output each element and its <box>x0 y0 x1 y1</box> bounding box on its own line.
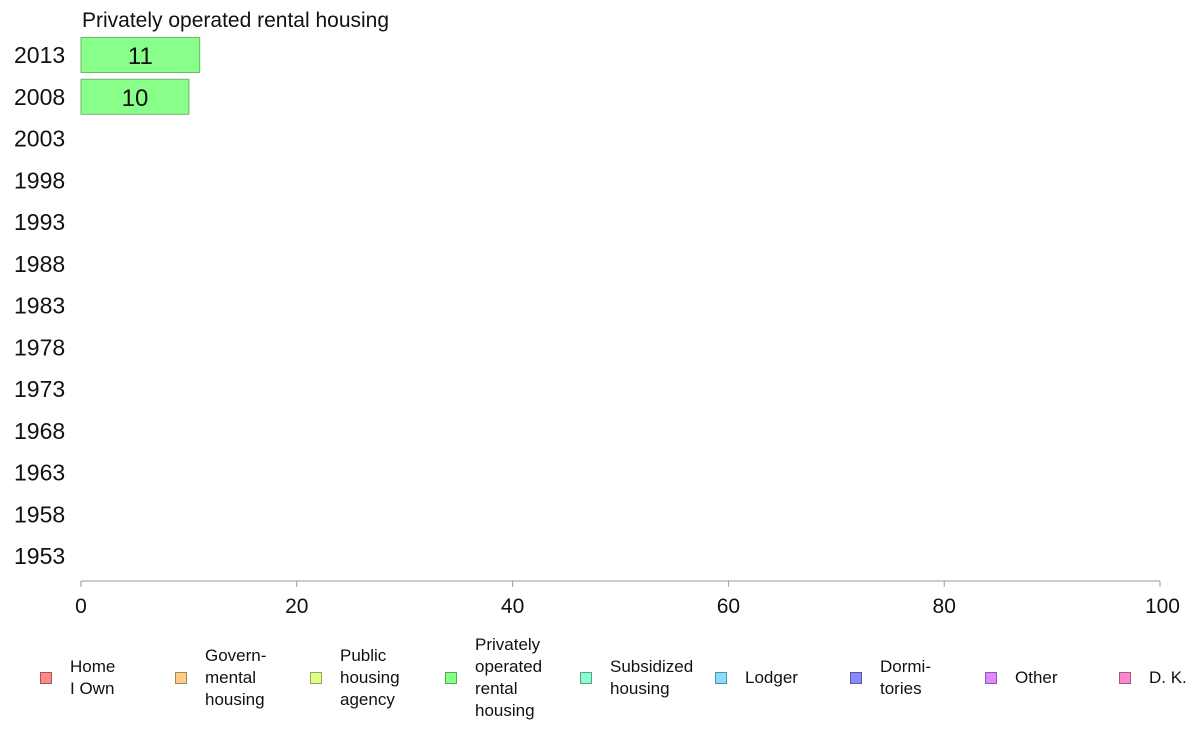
y-tick-label: 1958 <box>14 501 65 527</box>
y-tick-label: 1973 <box>14 376 65 402</box>
legend-item: D. K. <box>1119 628 1187 728</box>
x-tick-label: 0 <box>75 595 87 618</box>
bar-chart: Privately operated rental housing 201320… <box>14 9 1180 618</box>
legend-item: Lodger <box>715 628 798 728</box>
legend-swatch <box>985 672 997 684</box>
x-tick-label: 80 <box>933 595 956 618</box>
bar-value-label: 11 <box>128 43 153 70</box>
y-tick-label: 1983 <box>14 293 65 319</box>
legend-label: Other <box>1015 668 1058 687</box>
chart-title: Privately operated rental housing <box>82 9 389 32</box>
y-tick-label: 1993 <box>14 209 65 235</box>
legend-item: Govern- mental housing <box>175 628 266 728</box>
legend-item: Public housing agency <box>310 628 400 728</box>
legend-label: Govern- mental housing <box>205 646 267 709</box>
x-axis: 0 20 40 60 80 100 <box>75 580 1180 618</box>
legend-label: Subsidized housing <box>610 657 694 698</box>
x-tick-label: 60 <box>717 595 740 618</box>
legend-item: Privately operated rental housing <box>445 628 542 728</box>
y-tick-label: 2013 <box>14 42 65 68</box>
legend-item: Other <box>985 628 1058 728</box>
y-tick-label: 1978 <box>14 334 65 360</box>
legend-swatch <box>580 672 592 684</box>
legend-swatch <box>715 672 727 684</box>
legend-swatch <box>40 672 52 684</box>
x-tick-label: 40 <box>501 595 524 618</box>
y-tick-label: 1968 <box>14 418 65 444</box>
y-tick-label: 1998 <box>14 167 65 193</box>
x-tick-label: 20 <box>285 595 308 618</box>
bar <box>80 37 201 73</box>
legend-swatch <box>175 672 187 684</box>
legend-swatch <box>445 672 457 684</box>
legend-item: Home I Own <box>40 628 115 728</box>
legend-label: Lodger <box>745 668 798 687</box>
legend-label: Home I Own <box>70 657 116 698</box>
x-tick-label: 100 <box>1145 595 1180 618</box>
bar <box>80 78 190 115</box>
legend-label: Privately operated rental housing <box>475 635 543 720</box>
legend-item: Dormi- tories <box>850 628 931 728</box>
legend-item: Subsidized housing <box>580 628 693 728</box>
y-tick-label: 2008 <box>14 84 65 110</box>
y-tick-label: 2003 <box>14 126 65 152</box>
legend-swatch <box>850 672 862 684</box>
y-axis: 2013 2008 2003 1998 1993 1988 1983 1978 1973 1968… <box>14 42 65 569</box>
bar-value-label: 10 <box>122 85 149 112</box>
legend-label: D. K. <box>1149 668 1187 687</box>
legend-swatch <box>310 672 322 684</box>
y-tick-label: 1963 <box>14 460 65 486</box>
y-tick-label: 1988 <box>14 251 65 277</box>
legend-swatch <box>1119 672 1131 684</box>
legend-label: Dormi- tories <box>880 657 931 698</box>
legend: Home I Own Govern- mental housing Public h… <box>0 628 1188 728</box>
bars: 11 10 <box>80 37 201 115</box>
y-tick-label: 1953 <box>14 543 65 569</box>
legend-label: Public housing agency <box>340 646 400 709</box>
